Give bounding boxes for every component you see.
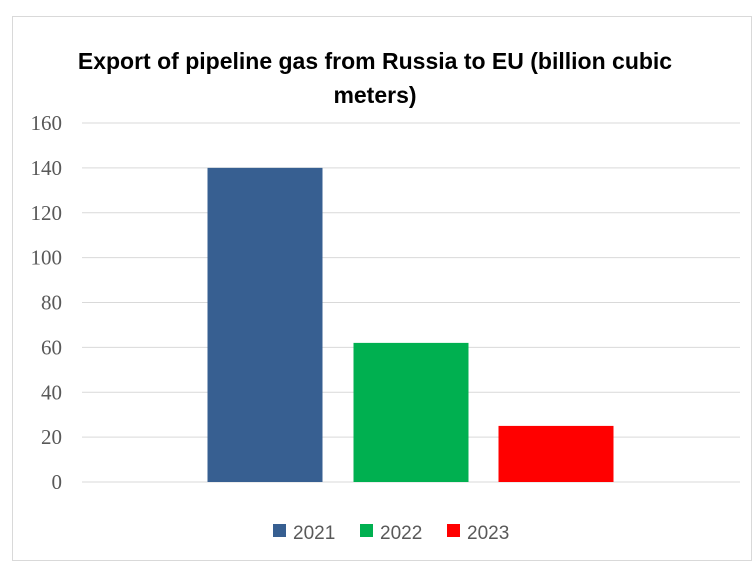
y-tick-label: 140 [31, 156, 63, 180]
chart-title: Export of pipeline gas from Russia to EU… [77, 48, 673, 108]
legend-label-2021: 2021 [293, 523, 335, 544]
legend-label-2023: 2023 [467, 523, 509, 544]
y-tick-label: 120 [31, 201, 63, 225]
legend-label-2022: 2022 [380, 523, 422, 544]
y-tick-label: 100 [31, 246, 63, 270]
legend-swatch-2022 [360, 524, 373, 537]
y-axis-ticks: 0 20 40 60 80 100 120 140 160 [31, 111, 63, 494]
legend-swatch-2023 [447, 524, 460, 537]
y-tick-label: 40 [41, 380, 62, 404]
legend: 2021 2022 2023 [273, 523, 509, 544]
y-tick-label: 160 [31, 111, 63, 135]
bar-2023 [498, 425, 614, 482]
y-tick-label: 80 [41, 291, 62, 315]
y-tick-label: 0 [52, 470, 63, 494]
bar-2022 [353, 342, 469, 482]
bars [207, 167, 614, 482]
y-tick-label: 60 [41, 335, 62, 359]
y-tick-label: 20 [41, 425, 62, 449]
legend-swatch-2021 [273, 524, 286, 537]
bar-2021 [207, 167, 323, 482]
